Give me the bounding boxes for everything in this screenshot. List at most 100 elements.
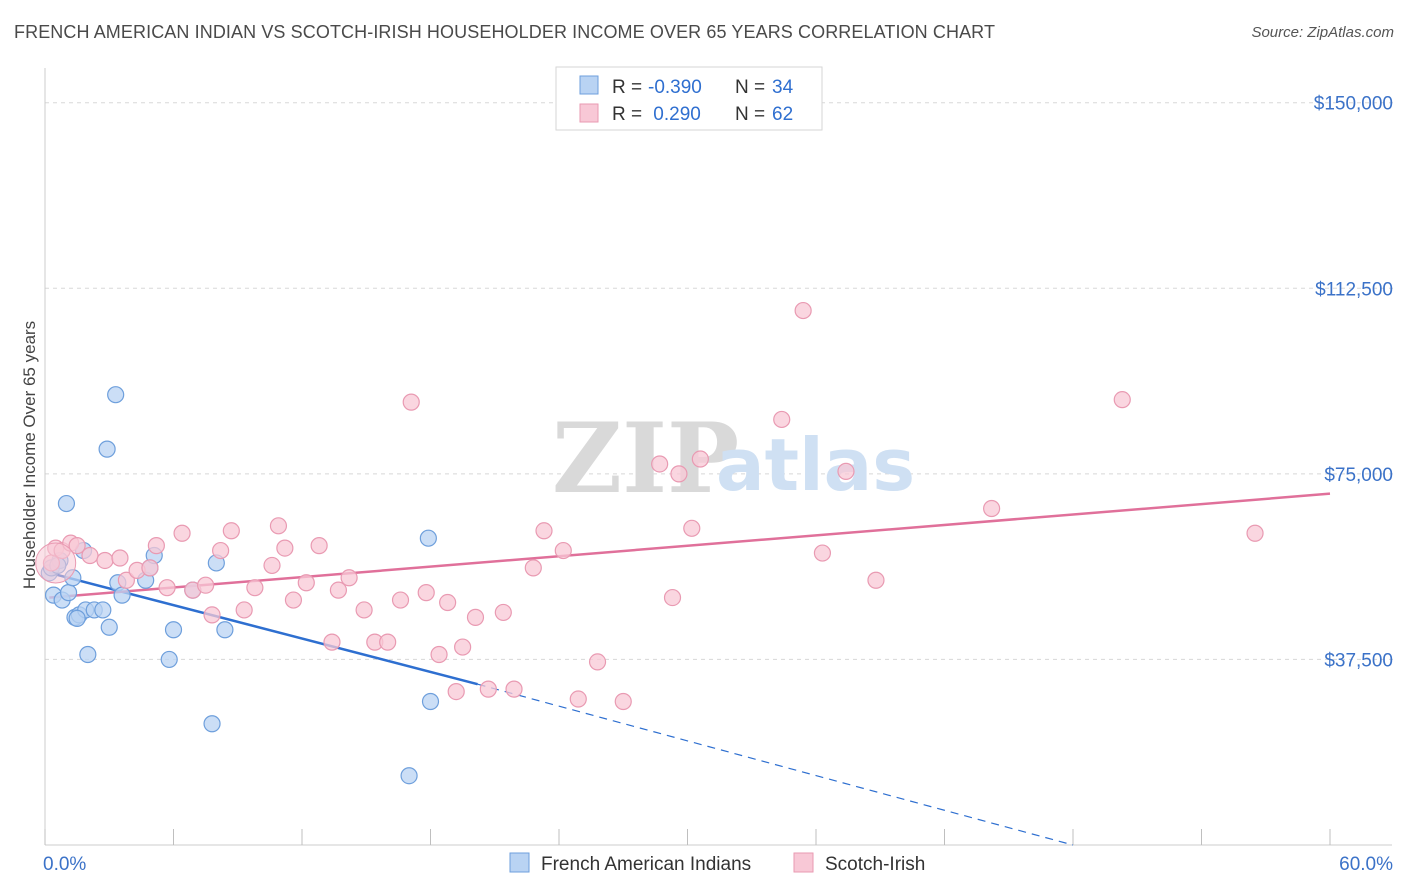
series-legend-label-2: Scotch-Irish	[825, 854, 925, 875]
point-scotch-irish-35	[417, 584, 435, 602]
point-scotch-irish-61	[1113, 391, 1131, 409]
point-french-american-indians-30	[419, 529, 437, 547]
y-tick-label-0: $37,500	[1324, 650, 1393, 671]
point-scotch-irish-16	[203, 606, 221, 624]
point-scotch-irish-38	[447, 682, 465, 701]
point-scotch-irish-25	[297, 574, 315, 592]
point-scotch-irish-10	[141, 559, 159, 577]
chart-source: Source: ZipAtlas.com	[1251, 24, 1394, 41]
data-points	[35, 301, 1264, 785]
x-tick-label-1: 60.0%	[1339, 854, 1393, 875]
watermark: ZIP atlas	[552, 402, 915, 515]
legend-box	[555, 66, 823, 131]
trend-line-french-american-indians-extension	[477, 683, 1074, 846]
series-legend-swatch-pink	[793, 852, 814, 873]
point-scotch-irish-4	[68, 537, 86, 555]
legend-r-label-2: R =	[612, 104, 642, 125]
legend-n-value-1: 34	[772, 77, 794, 98]
point-scotch-irish-17	[212, 541, 230, 560]
point-scotch-irish-19	[235, 601, 253, 619]
point-scotch-irish-37	[439, 593, 457, 612]
series-legend: French American Indians Scotch-Irish	[509, 852, 925, 875]
point-scotch-irish-62	[1246, 524, 1264, 542]
legend-n-label-1: N =	[735, 77, 765, 98]
point-scotch-irish-54	[691, 450, 709, 468]
point-scotch-irish-48	[588, 653, 607, 671]
x-tick-label-0: 0.0%	[43, 854, 86, 875]
point-scotch-irish-6	[96, 551, 114, 570]
point-scotch-irish-33	[391, 591, 410, 609]
point-french-american-indians-23	[160, 650, 178, 669]
point-scotch-irish-55	[773, 410, 791, 429]
point-scotch-irish-57	[813, 544, 832, 562]
point-french-american-indians-19	[113, 586, 131, 604]
point-scotch-irish-59	[867, 571, 885, 589]
point-scotch-irish-51	[663, 588, 682, 607]
point-french-american-indians-15	[98, 440, 116, 458]
point-scotch-irish-50	[651, 455, 669, 473]
point-scotch-irish-24	[284, 591, 303, 609]
y-tick-label-2: $112,500	[1315, 279, 1393, 300]
legend-n-value-2: 62	[772, 104, 793, 125]
point-scotch-irish-56	[794, 301, 812, 320]
point-scotch-irish-58	[837, 462, 855, 480]
point-scotch-irish-8	[117, 571, 135, 589]
point-scotch-irish-28	[329, 581, 348, 599]
point-scotch-irish-13	[173, 524, 191, 542]
point-french-american-indians-6	[59, 584, 78, 602]
point-scotch-irish-20	[246, 579, 264, 597]
point-scotch-irish-41	[479, 680, 497, 698]
point-french-american-indians-33	[68, 609, 86, 627]
series-legend-label-1: French American Indians	[541, 854, 751, 875]
point-french-american-indians-29	[400, 767, 418, 785]
y-axis-title: Householder Income Over 65 years	[20, 321, 39, 589]
point-scotch-irish-26	[310, 537, 328, 555]
point-french-american-indians-17	[107, 386, 125, 404]
point-french-american-indians-28	[216, 621, 234, 639]
trend-line-scotch-irish	[49, 492, 1331, 599]
point-scotch-irish-11	[147, 537, 165, 555]
point-scotch-irish-42	[494, 603, 512, 622]
point-scotch-irish-22	[269, 517, 288, 535]
point-scotch-irish-30	[355, 601, 373, 619]
point-scotch-irish-60	[983, 499, 1001, 518]
point-scotch-irish-52	[670, 465, 688, 483]
watermark-zip: ZIP	[552, 402, 739, 515]
point-scotch-irish-7	[111, 549, 129, 567]
point-scotch-irish-15	[197, 576, 215, 594]
point-scotch-irish-18	[222, 522, 240, 540]
point-scotch-irish-44	[524, 559, 542, 577]
chart-title: FRENCH AMERICAN INDIAN VS SCOTCH-IRISH H…	[14, 22, 996, 42]
point-scotch-irish-40	[466, 608, 485, 626]
point-scotch-irish-43	[505, 680, 523, 698]
y-tick-labels: $37,500 $75,000 $112,500 $150,000	[1314, 94, 1393, 672]
correlation-legend: R = -0.390 N = 34 R = 0.290 N = 62	[555, 66, 823, 131]
point-scotch-irish-12	[158, 579, 176, 597]
point-scotch-irish-34	[402, 393, 420, 411]
point-scotch-irish-45	[535, 522, 553, 540]
legend-swatch-pink	[579, 103, 599, 123]
legend-r-value-2: 0.290	[648, 104, 701, 125]
watermark-atlas: atlas	[716, 423, 915, 507]
point-french-american-indians-5	[57, 494, 76, 513]
point-scotch-irish-cluster	[35, 542, 77, 584]
point-scotch-irish-36	[430, 645, 448, 664]
series-legend-swatch-blue	[509, 852, 530, 873]
point-french-american-indians-14	[94, 601, 112, 619]
point-scotch-irish-47	[569, 690, 587, 708]
y-tick-label-1: $75,000	[1324, 465, 1393, 486]
point-scotch-irish-53	[683, 519, 701, 537]
point-scotch-irish-5	[81, 546, 99, 565]
trend-lines	[48, 492, 1331, 846]
point-scotch-irish-21	[263, 556, 281, 575]
point-scotch-irish-29	[340, 569, 358, 587]
grid-lines	[45, 102, 1395, 660]
y-tick-label-3: $150,000	[1314, 94, 1393, 115]
point-scotch-irish-32	[379, 633, 397, 651]
point-scotch-irish-46	[554, 541, 572, 560]
point-french-american-indians-31	[421, 692, 440, 711]
legend-r-label-1: R =	[612, 77, 642, 98]
point-scotch-irish-27	[323, 633, 341, 651]
point-scotch-irish-23	[276, 539, 294, 557]
point-french-american-indians-12	[79, 645, 97, 664]
